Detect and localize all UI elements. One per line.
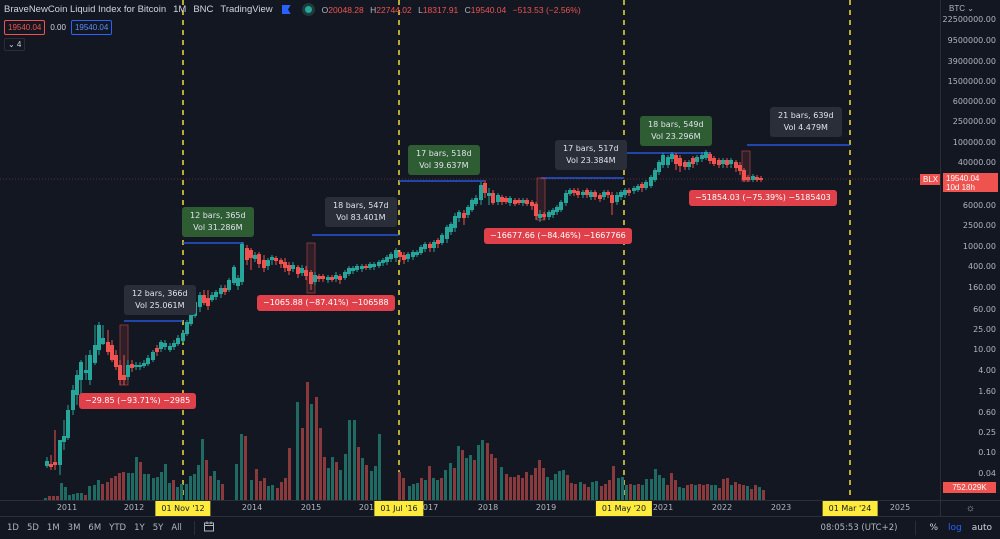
price-tick: 40000.00	[957, 158, 996, 167]
divider	[915, 521, 917, 535]
drawdown-label[interactable]: −1065.88 (−87.41%) −106588	[257, 295, 395, 311]
time-tick: 2012	[123, 503, 145, 512]
measure-label[interactable]: 21 bars, 639d Vol 4.479M	[770, 107, 842, 137]
volume-histogram	[44, 382, 765, 500]
bar-countdown: 10d 18h	[946, 183, 975, 192]
symbol-price-tag: BLX	[920, 174, 940, 185]
interval-label: 1M	[173, 4, 187, 15]
buy-button[interactable]: 19540.04	[70, 20, 113, 35]
time-tick: 2019	[535, 503, 557, 512]
source-label: TradingView	[220, 4, 273, 15]
market-status-icon	[304, 6, 312, 13]
log-scale-toggle[interactable]: log	[948, 523, 962, 533]
date-marker-badge: 01 Jul '16	[374, 501, 424, 516]
time-tick: 2014	[241, 503, 263, 512]
indicators-toggle[interactable]: ⌄ 4	[4, 38, 26, 51]
flag-icon[interactable]	[281, 5, 291, 14]
volume-tag: 752.029K	[943, 482, 996, 493]
time-tick: 2017	[417, 503, 439, 512]
time-tick: 2022	[711, 503, 733, 512]
range-5y[interactable]: 5Y	[152, 523, 164, 533]
price-chart-canvas[interactable]	[0, 0, 940, 500]
price-axis[interactable]: BTC ⌄ 22500000.00 9500000.00 3900000.00 …	[940, 0, 1000, 500]
time-tick: 2011	[56, 503, 78, 512]
price-tick: 1000.00	[962, 242, 996, 251]
ohlc-values: O20048.28 H22744.02 L18317.91 C19540.04 …	[321, 4, 581, 15]
symbol-legend[interactable]: BraveNewCoin Liquid Index for Bitcoin 1M…	[4, 4, 585, 15]
divider	[193, 521, 195, 535]
range-3m[interactable]: 3M	[67, 523, 81, 533]
drawdown-label[interactable]: −51854.03 (−75.39%) −5185403	[689, 190, 837, 206]
measure-label[interactable]: 18 bars, 549d Vol 23.296M	[640, 116, 712, 146]
percent-scale-toggle[interactable]: %	[929, 523, 938, 533]
price-tick: 3900000.00	[947, 57, 996, 66]
price-tick: 4.00	[978, 366, 996, 375]
time-tick: 2016	[358, 503, 380, 512]
price-tick: 22500000.00	[942, 15, 996, 24]
go-to-date-icon[interactable]	[203, 521, 215, 535]
price-tick: 1500000.00	[947, 77, 996, 86]
time-tick: 2021	[652, 503, 674, 512]
price-tick: 6000.00	[962, 201, 996, 210]
clock-timezone[interactable]: 08:05:53 (UTC+2)	[820, 523, 898, 533]
measure-label[interactable]: 18 bars, 547d Vol 83.401M	[325, 197, 397, 227]
halving-lines	[182, 0, 851, 500]
price-tick: 9500000.00	[947, 36, 996, 45]
time-tick: 2025	[889, 503, 911, 512]
time-tick: 2023	[770, 503, 792, 512]
trade-buttons: 19540.04 0.00 19540.04	[4, 20, 113, 35]
time-axis[interactable]: 2011 2012 2014 2015 2016 2017 2018 2019 …	[0, 500, 940, 516]
measure-label[interactable]: 17 bars, 518d Vol 39.637M	[408, 145, 480, 175]
price-tick: 10.00	[973, 345, 996, 354]
price-tick: 0.04	[978, 469, 996, 478]
spread-value: 0.00	[50, 23, 66, 32]
price-tick: 25.00	[973, 325, 996, 334]
measure-label[interactable]: 17 bars, 517d Vol 23.384M	[555, 140, 627, 170]
price-tick: 400.00	[968, 262, 996, 271]
price-tick: 160.00	[968, 283, 996, 292]
chart-pane[interactable]: BraveNewCoin Liquid Index for Bitcoin 1M…	[0, 0, 940, 500]
price-tick: 2500.00	[962, 221, 996, 230]
exchange-label: BNC	[193, 4, 214, 15]
currency-selector[interactable]: BTC ⌄	[949, 4, 974, 13]
date-marker-badge: 01 Mar '24	[822, 501, 878, 516]
range-1m[interactable]: 1M	[46, 523, 60, 533]
date-marker-badge: 01 May '20	[595, 501, 653, 516]
price-tick: 0.60	[978, 408, 996, 417]
price-tick: 600000.00	[952, 97, 996, 106]
symbol-title[interactable]: BraveNewCoin Liquid Index for Bitcoin	[4, 4, 167, 15]
price-tick: 60.00	[973, 305, 996, 314]
gear-icon: ☼	[965, 503, 976, 514]
range-1d[interactable]: 1D	[7, 523, 19, 533]
range-ytd[interactable]: YTD	[109, 523, 127, 533]
range-1y[interactable]: 1Y	[134, 523, 145, 533]
sell-button[interactable]: 19540.04	[4, 20, 46, 35]
price-tick: 250000.00	[952, 117, 996, 126]
last-price-tag: 19540.04 10d 18h	[943, 173, 998, 192]
measure-label[interactable]: 12 bars, 365d Vol 31.286M	[182, 207, 254, 237]
change-value: −513.53 (−2.56%)	[512, 4, 581, 15]
bottom-toolbar: 1D 5D 1M 3M 6M YTD 1Y 5Y All 08:05:53 (U…	[0, 516, 1000, 539]
axis-settings-button[interactable]: ☼	[940, 500, 1000, 516]
measure-label[interactable]: 12 bars, 366d Vol 25.061M	[124, 285, 196, 315]
price-tick: 0.10	[978, 448, 996, 457]
range-6m[interactable]: 6M	[88, 523, 102, 533]
auto-scale-toggle[interactable]: auto	[971, 523, 992, 533]
price-tick: 1.60	[978, 387, 996, 396]
range-all[interactable]: All	[171, 523, 182, 533]
time-tick: 2015	[300, 503, 322, 512]
drawdown-label[interactable]: −16677.66 (−84.46%) −1667766	[484, 228, 632, 244]
drawdown-label[interactable]: −29.85 (−93.71%) −2985	[79, 393, 197, 409]
price-tick: 100000.00	[952, 138, 996, 147]
range-5d[interactable]: 5D	[26, 523, 39, 533]
date-marker-badge: 01 Nov '12	[155, 501, 211, 516]
price-tick: 0.25	[978, 428, 996, 437]
time-tick: 2018	[477, 503, 499, 512]
